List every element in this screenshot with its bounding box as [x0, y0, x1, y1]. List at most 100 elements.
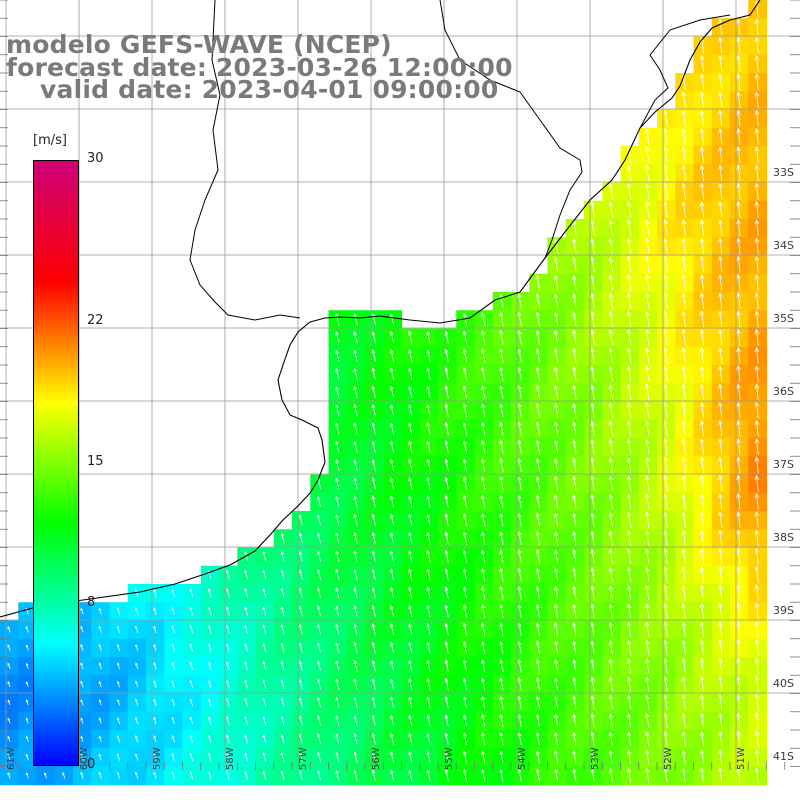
wind-arrow: [756, 493, 759, 510]
wind-arrow: [354, 532, 358, 544]
wind-arrow: [682, 603, 686, 620]
wind-arrow: [208, 753, 212, 762]
wind-arrow: [682, 183, 686, 200]
wind-arrow-head: [426, 677, 431, 682]
latitude-label: 40S: [773, 677, 794, 690]
wind-arrow: [737, 366, 741, 383]
wind-arrow-head: [390, 732, 394, 737]
wind-arrow: [171, 771, 175, 780]
wind-arrow: [609, 567, 613, 583]
wind-arrow: [555, 531, 559, 546]
wind-arrow-head: [681, 731, 687, 736]
wind-arrow-head: [389, 476, 394, 482]
wind-arrow-head: [644, 383, 650, 389]
wind-arrow-head: [663, 639, 668, 645]
wind-arrow: [573, 659, 577, 673]
wind-arrow: [701, 457, 705, 474]
wind-arrow-head: [462, 659, 467, 664]
wind-arrow: [737, 220, 741, 237]
wind-arrow-head: [553, 256, 559, 262]
wind-arrow-head: [499, 366, 504, 372]
wind-arrow-head: [208, 661, 211, 665]
wind-arrow-head: [535, 750, 540, 755]
wind-arrow-head: [135, 680, 138, 684]
wind-arrow: [263, 698, 267, 708]
wind-arrow-head: [608, 566, 613, 572]
wind-arrow: [609, 366, 613, 382]
wind-arrow: [646, 183, 650, 200]
wind-arrow-head: [153, 698, 156, 702]
wind-arrow-head: [718, 365, 723, 371]
wind-arrow: [117, 626, 121, 634]
wind-arrow: [573, 440, 577, 455]
wind-arrow: [98, 754, 102, 761]
wind-arrow: [701, 512, 705, 529]
wind-arrow: [628, 366, 632, 382]
wind-arrow: [372, 459, 376, 471]
wind-arrow-head: [590, 512, 595, 518]
wind-arrow-head: [754, 602, 760, 608]
wind-arrow: [555, 641, 559, 655]
wind-arrow-head: [135, 771, 138, 775]
wind-arrow: [609, 220, 613, 236]
wind-arrow: [99, 736, 102, 743]
wind-arrow: [117, 681, 120, 688]
wind-arrow: [98, 608, 102, 615]
wind-arrow-head: [25, 681, 29, 685]
wind-arrow: [354, 404, 358, 417]
wind-arrow-head: [626, 182, 632, 189]
wind-arrow-head: [535, 329, 540, 335]
wind-arrow-head: [444, 367, 449, 372]
wind-arrow-head: [80, 680, 83, 684]
wind-arrow-head: [244, 697, 248, 701]
wind-arrow: [719, 183, 723, 200]
wind-arrow: [756, 183, 759, 200]
wind-arrow-head: [663, 602, 668, 609]
wind-arrow-head: [663, 474, 668, 481]
wind-arrow: [573, 750, 577, 764]
wind-arrow-head: [535, 421, 540, 426]
wind-arrow: [500, 422, 504, 436]
wind-arrow-head: [153, 643, 156, 647]
wind-arrow-head: [736, 638, 741, 645]
wind-arrow: [208, 716, 212, 725]
wind-arrow-head: [754, 456, 760, 462]
wind-arrow: [737, 293, 741, 310]
wind-arrow-head: [736, 365, 741, 371]
wind-arrow: [591, 238, 595, 254]
wind-arrow-head: [299, 770, 302, 774]
wind-arrow-head: [554, 731, 559, 737]
wind-arrow: [646, 750, 650, 765]
wind-arrow: [664, 311, 668, 328]
wind-arrow-head: [754, 511, 760, 517]
wind-arrow-head: [298, 569, 303, 573]
wind-arrow-head: [663, 109, 668, 116]
wind-arrow-head: [462, 732, 467, 737]
wind-arrow-head: [226, 569, 229, 574]
wind-arrow-head: [462, 440, 467, 445]
wind-arrow-head: [80, 698, 84, 703]
wind-arrow: [372, 423, 376, 435]
wind-arrow: [536, 696, 540, 709]
wind-arrow: [299, 734, 303, 745]
wind-arrow: [628, 695, 632, 710]
wind-arrow: [98, 644, 102, 652]
wind-arrow: [135, 589, 139, 597]
wind-arrow-head: [371, 349, 376, 354]
wind-arrow: [390, 386, 395, 399]
wind-arrow: [190, 643, 194, 652]
wind-arrow-head: [663, 438, 668, 444]
wind-arrow: [372, 331, 376, 344]
wind-arrow: [427, 660, 431, 672]
wind-arrow: [756, 329, 759, 346]
wind-arrow-head: [208, 643, 211, 647]
wind-arrow: [354, 460, 358, 471]
wind-arrow: [683, 731, 686, 747]
wind-arrow-head: [718, 547, 723, 554]
wind-arrow-head: [353, 696, 357, 701]
wind-arrow-head: [499, 750, 504, 755]
wind-arrow-head: [754, 36, 760, 43]
wind-arrow: [628, 402, 632, 419]
wind-arrow-head: [189, 734, 193, 738]
wind-arrow: [737, 767, 741, 784]
